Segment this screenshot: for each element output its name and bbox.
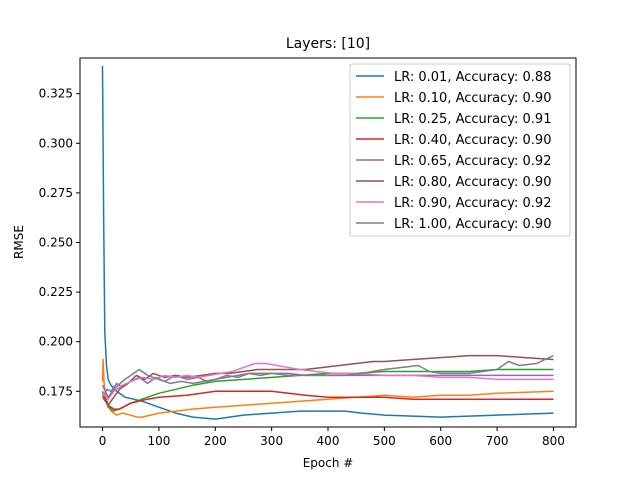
y-tick-label: 0.175 xyxy=(39,384,73,398)
x-tick-label: 200 xyxy=(204,434,227,448)
series-line-8 xyxy=(101,354,554,398)
x-tick-label: 500 xyxy=(373,434,396,448)
x-tick-label: 0 xyxy=(99,434,107,448)
x-axis-label: Epoch # xyxy=(303,456,354,470)
x-tick-label: 700 xyxy=(486,434,509,448)
legend-label-4: LR: 0.40, Accuracy: 0.90 xyxy=(394,133,551,148)
chart-title: Layers: [10] xyxy=(286,36,370,52)
legend-label-2: LR: 0.10, Accuracy: 0.90 xyxy=(394,91,551,106)
series-layer xyxy=(101,65,554,420)
series-line-2 xyxy=(101,358,554,418)
x-tick-label: 600 xyxy=(429,434,452,448)
legend-label-6: LR: 0.80, Accuracy: 0.90 xyxy=(394,175,551,190)
series-line-6 xyxy=(101,354,554,406)
x-tick-label: 100 xyxy=(147,434,170,448)
series-line-1 xyxy=(101,65,554,420)
series-line-3 xyxy=(101,368,554,412)
legend-box xyxy=(349,63,571,237)
y-tick-label: 0.300 xyxy=(39,136,73,150)
legend-label-5: LR: 0.65, Accuracy: 0.92 xyxy=(394,154,551,169)
y-tick-label: 0.225 xyxy=(39,285,73,299)
series-line-4 xyxy=(101,390,554,410)
x-tick-label: 800 xyxy=(542,434,565,448)
legend-label-8: LR: 1.00, Accuracy: 0.90 xyxy=(394,217,551,232)
y-tick-label: 0.275 xyxy=(39,186,73,200)
series-line-7 xyxy=(101,362,554,400)
x-tick-label: 300 xyxy=(260,434,283,448)
y-tick-label: 0.325 xyxy=(39,87,73,101)
legend-label-1: LR: 0.01, Accuracy: 0.88 xyxy=(394,70,551,85)
y-tick-label: 0.200 xyxy=(39,335,73,349)
legend-label-7: LR: 0.90, Accuracy: 0.92 xyxy=(394,196,551,211)
legend: LR: 0.01, Accuracy: 0.88 LR: 0.10, Accura… xyxy=(349,63,571,237)
legend-label-3: LR: 0.25, Accuracy: 0.91 xyxy=(394,112,551,127)
x-axis-ticks: 0 100 200 300 400 500 600 700 800 xyxy=(99,427,565,448)
y-tick-label: 0.250 xyxy=(39,236,73,250)
y-axis-ticks: 0.175 0.200 0.225 0.250 0.275 0.300 0.325 xyxy=(39,87,80,398)
x-tick-label: 400 xyxy=(317,434,340,448)
y-axis-label: RMSE xyxy=(12,225,26,259)
